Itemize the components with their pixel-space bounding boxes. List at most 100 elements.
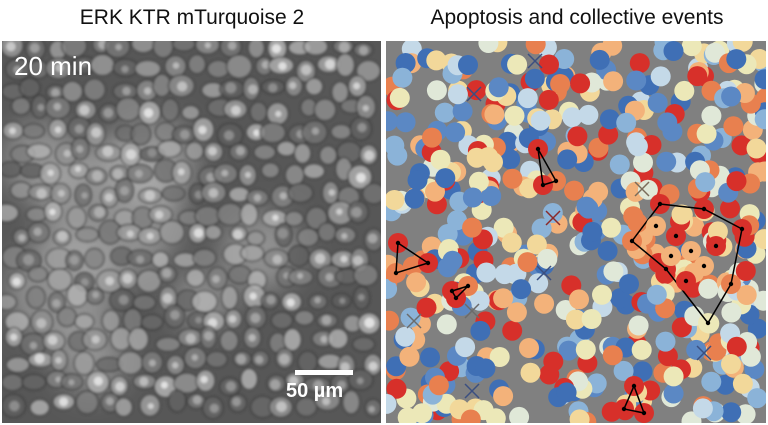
cell-marker [602,345,623,366]
cell-marker [469,290,490,311]
cell [155,336,181,353]
cell [225,54,253,79]
apoptosis-marker [466,86,482,102]
cell-marker [554,49,575,69]
cell [158,219,185,245]
apoptosis-marker [527,53,543,69]
cell [2,293,18,311]
cell [318,145,338,166]
cell-marker [692,398,713,419]
cell [335,52,356,78]
cell [185,268,206,288]
cell [330,123,352,140]
cell [29,398,51,417]
cell [205,350,228,369]
cell-marker [740,346,761,367]
cell-marker [475,358,496,379]
cell-marker [542,203,563,223]
cell [10,96,32,116]
cell [156,139,183,158]
cell-marker [556,382,577,403]
cell-marker [632,361,653,382]
cell-marker [420,347,440,368]
cell-marker [406,272,427,293]
cell-marker [735,261,756,281]
cell-marker [726,171,747,192]
cell-marker [726,49,747,70]
cell-image-canvas [2,41,381,423]
cell [115,96,141,122]
cell [253,144,277,161]
cell-marker [578,104,599,125]
cell-marker [392,67,413,88]
cell-marker [637,179,658,200]
cell-marker [657,112,678,133]
cell-marker [502,168,523,189]
cell-marker [426,80,447,101]
cell [82,78,106,102]
cell-marker [754,109,766,130]
cell [134,59,162,78]
cell [247,41,266,59]
cell-marker [663,366,684,387]
cell-marker [525,41,546,55]
cell-marker [466,80,487,101]
cell-marker [428,375,449,396]
cell-marker [613,360,634,381]
cell-marker [732,41,753,52]
cell [56,306,77,327]
cell-marker [458,55,478,75]
cell-marker [520,362,541,383]
apoptosis-marker [696,345,712,361]
cell [117,350,144,375]
cell-marker [507,54,528,75]
apoptosis-marker [464,383,480,399]
cell [270,311,294,330]
cell [259,121,287,144]
cell [160,97,180,122]
cell-marker [430,149,451,170]
cell [287,182,314,204]
event-vertex [673,233,679,239]
cell [302,163,326,180]
time-label: 20 min [14,51,93,81]
cell-marker [517,88,538,109]
apoptosis-marker [406,313,422,329]
cell-marker [484,104,505,125]
cell-marker [425,181,445,202]
cell-marker [386,111,398,132]
cell-marker [629,53,650,74]
cell [66,283,89,308]
cell-marker [543,351,564,372]
cell-marker [470,320,491,341]
cell-marker [581,309,602,329]
cell-marker [627,212,648,233]
cell [293,309,315,326]
cell [171,41,196,52]
cell-marker [506,302,527,323]
cell [192,248,217,268]
cell-marker [674,80,695,101]
cell-marker [462,217,483,238]
cell-marker [650,66,671,87]
cell [219,329,239,352]
cell-marker [416,297,437,318]
cell-marker [539,54,559,75]
cell-marker [646,284,667,305]
cell [2,161,22,178]
cell [89,53,115,77]
cell [2,373,24,392]
cell [184,141,204,161]
cell-marker [530,110,551,131]
cell-marker [387,145,408,166]
cell-marker [695,172,716,193]
cell [46,267,73,292]
cell [296,227,320,248]
cell [317,222,337,243]
cell-marker [705,42,725,63]
cell-marker [589,49,610,70]
cell [18,77,41,98]
cell [355,59,381,83]
cell-marker [395,112,416,133]
cell-marker [395,326,416,347]
